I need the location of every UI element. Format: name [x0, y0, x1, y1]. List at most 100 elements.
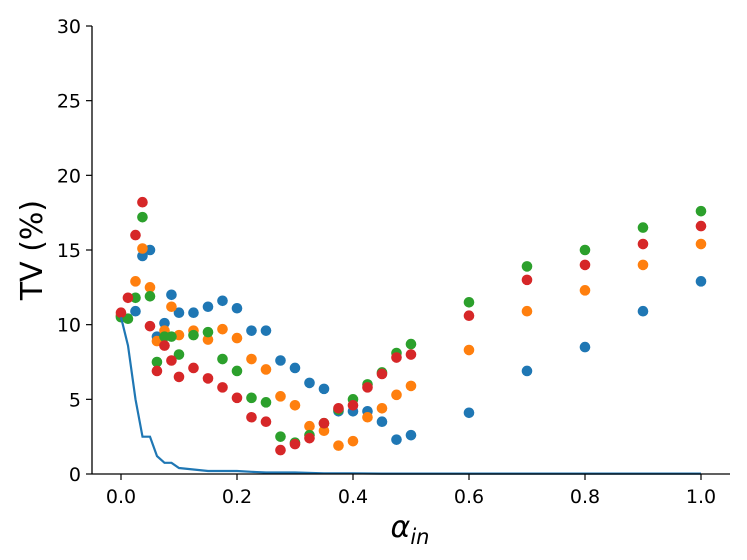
- data-point: [318, 425, 330, 436]
- data-point: [217, 353, 228, 365]
- data-point: [579, 341, 591, 353]
- data-point: [405, 380, 417, 392]
- data-point: [144, 282, 156, 293]
- data-point: [521, 274, 533, 286]
- data-point: [130, 305, 141, 317]
- data-point: [463, 310, 475, 322]
- data-point: [275, 444, 286, 456]
- data-point: [130, 276, 141, 287]
- data-point: [275, 355, 286, 366]
- x-tick-label: 0.0: [106, 486, 136, 508]
- data-point: [463, 407, 475, 419]
- data-point: [159, 340, 170, 351]
- data-point: [231, 302, 243, 314]
- data-point: [579, 259, 591, 271]
- data-point: [217, 323, 228, 335]
- data-point: [637, 305, 649, 317]
- data-point: [391, 352, 402, 363]
- data-point: [260, 364, 272, 375]
- x-axis-label-subscript: in: [410, 525, 429, 549]
- data-point: [289, 438, 301, 450]
- data-point: [188, 329, 199, 341]
- data-point: [130, 229, 141, 241]
- data-point: [151, 365, 163, 377]
- data-point: [173, 349, 185, 360]
- data-point: [347, 435, 359, 447]
- data-point: [463, 296, 475, 308]
- data-point: [188, 362, 199, 374]
- y-tick-label: 20: [57, 165, 81, 187]
- data-point: [246, 392, 257, 404]
- x-axis-label: αin: [391, 510, 430, 549]
- data-point: [260, 416, 272, 428]
- data-point: [304, 432, 315, 444]
- data-point: [521, 261, 533, 272]
- data-point: [166, 301, 177, 313]
- data-point: [202, 334, 214, 345]
- y-tick-label: 15: [57, 240, 81, 262]
- data-point: [405, 429, 417, 441]
- y-tick-label: 10: [57, 315, 81, 337]
- data-point: [275, 431, 286, 442]
- data-point: [289, 400, 301, 411]
- data-point: [318, 417, 330, 429]
- series-1: [115, 238, 707, 451]
- data-point: [231, 365, 243, 377]
- data-point: [333, 402, 344, 414]
- data-point: [144, 320, 156, 332]
- data-point: [166, 289, 177, 301]
- series-2: [115, 205, 707, 448]
- data-point: [376, 368, 388, 380]
- x-tick-label: 0.2: [222, 486, 252, 508]
- x-axis-label-symbol: α: [391, 510, 411, 545]
- x-tick-label: 0.6: [454, 486, 484, 508]
- x-tick-label: 0.4: [338, 486, 368, 508]
- data-point: [260, 397, 272, 408]
- y-tick-label: 25: [57, 91, 81, 113]
- data-point: [579, 244, 591, 256]
- data-point: [231, 332, 243, 344]
- data-point: [405, 338, 417, 350]
- data-point: [695, 238, 707, 250]
- data-point: [695, 205, 707, 217]
- y-tick-label: 30: [57, 16, 81, 38]
- data-point: [166, 331, 177, 342]
- data-point: [202, 326, 214, 338]
- x-tick-label: 1.0: [686, 486, 716, 508]
- data-point: [333, 440, 344, 451]
- data-point: [318, 383, 330, 395]
- data-point: [246, 325, 257, 336]
- data-point: [130, 292, 141, 304]
- y-axis-label: TV (%): [15, 200, 50, 301]
- data-point: [144, 290, 156, 302]
- data-point: [122, 292, 134, 304]
- data-point: [246, 353, 257, 365]
- data-point: [304, 377, 315, 389]
- data-point: [137, 196, 148, 208]
- data-point: [391, 434, 402, 445]
- data-point: [637, 222, 649, 233]
- x-tick-label: 0.8: [570, 486, 600, 508]
- data-point: [173, 307, 185, 319]
- data-point: [405, 349, 417, 360]
- data-point: [695, 276, 707, 287]
- data-point: [304, 420, 315, 432]
- data-point: [159, 317, 170, 329]
- data-point: [137, 211, 148, 223]
- data-point: [579, 285, 591, 296]
- data-point: [347, 400, 359, 411]
- data-point: [115, 307, 127, 319]
- y-tick-label: 0: [69, 464, 81, 486]
- data-point: [275, 391, 286, 402]
- data-point: [246, 411, 257, 423]
- data-point: [188, 307, 199, 319]
- data-point: [521, 305, 533, 317]
- data-point: [289, 362, 301, 374]
- data-point: [166, 355, 177, 366]
- data-point: [137, 250, 148, 262]
- data-point: [217, 382, 228, 393]
- data-point: [637, 238, 649, 250]
- data-point: [521, 365, 533, 377]
- y-tick-label: 5: [69, 389, 81, 411]
